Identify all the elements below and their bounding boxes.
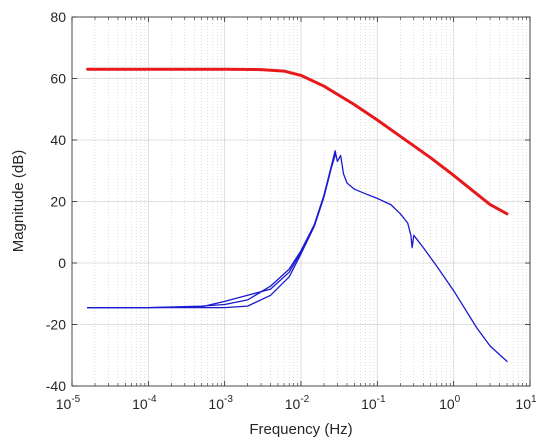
y-tick-label: 80 bbox=[50, 9, 66, 25]
y-tick-label: 40 bbox=[50, 132, 66, 148]
y-tick-label: -40 bbox=[46, 378, 66, 394]
y-tick-label: 0 bbox=[58, 255, 66, 271]
x-axis-label: Frequency (Hz) bbox=[249, 421, 352, 438]
x-tick-label: 10-5 bbox=[56, 394, 81, 412]
y-tick-label: 20 bbox=[50, 194, 66, 210]
ticks bbox=[71, 16, 531, 387]
x-tick-label: 10-2 bbox=[285, 394, 310, 412]
x-tick-labels: 10-5 10-4 10-3 10-2 10-1 100 101 bbox=[56, 394, 537, 412]
series-line bbox=[86, 67, 509, 216]
x-tick-label: 101 bbox=[515, 394, 537, 412]
y-axis-label: Magnitude (dB) bbox=[10, 150, 27, 253]
x-tick-label: 10-4 bbox=[132, 394, 157, 412]
series-layer bbox=[86, 67, 509, 363]
series-line bbox=[86, 150, 508, 363]
y-tick-label: -20 bbox=[46, 317, 66, 333]
x-tick-label: 100 bbox=[439, 394, 461, 412]
y-tick-labels: -40 -20 0 20 40 60 80 bbox=[46, 9, 66, 394]
series-line bbox=[86, 153, 336, 309]
x-tick-label: 10-3 bbox=[208, 394, 233, 412]
x-tick-label: 10-1 bbox=[361, 394, 386, 412]
y-tick-label: 60 bbox=[50, 71, 66, 87]
